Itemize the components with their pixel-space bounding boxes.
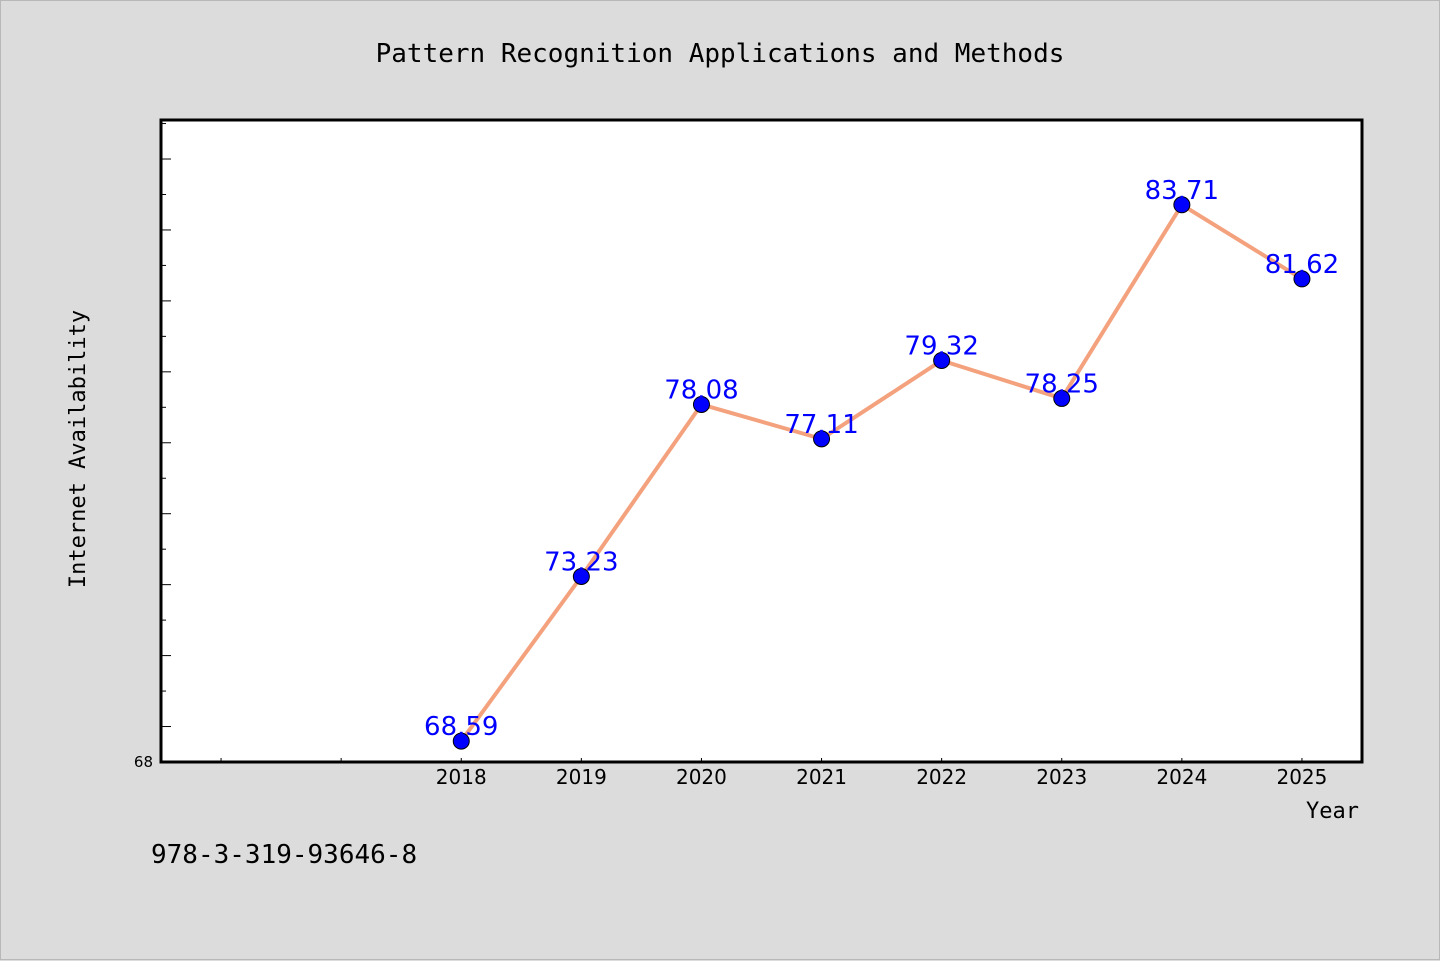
x-tick-label: 2023	[1036, 765, 1087, 789]
data-point	[452, 732, 470, 750]
x-tick-label: 2021	[796, 765, 847, 789]
chart-title: Pattern Recognition Applications and Met…	[376, 39, 1065, 69]
data-point	[1293, 270, 1311, 288]
data-point	[1053, 389, 1071, 407]
y-axis-ticks	[161, 123, 171, 728]
x-tick-label: 2022	[916, 765, 967, 789]
data-point	[692, 395, 710, 413]
data-point	[1173, 196, 1191, 214]
x-axis-label: Year	[1306, 799, 1359, 824]
data-labels: 68.59 73.23 78.08 77.11 79.32 78.25 83.71 81.62	[424, 176, 1339, 742]
x-axis-ticks	[220, 758, 1303, 762]
x-tick-label: 2018	[436, 765, 487, 789]
plot-area	[159, 118, 1364, 764]
y-axis-label: Internet Availability	[66, 310, 91, 588]
x-tick-label: 2025	[1276, 765, 1327, 789]
data-label: 77.11	[784, 410, 858, 440]
x-tick-label: 2024	[1156, 765, 1207, 789]
data-label: 78.25	[1025, 369, 1099, 399]
isbn-footnote: 978-3-319-93646-8	[151, 840, 417, 870]
data-label: 83.71	[1145, 176, 1219, 206]
data-point	[572, 567, 590, 585]
data-label: 68.59	[424, 712, 498, 742]
data-label: 73.23	[544, 547, 618, 577]
data-label: 79.32	[904, 331, 978, 361]
y-axis-min-label: 68	[134, 753, 153, 771]
x-tick-label: 2020	[676, 765, 727, 789]
data-label: 81.62	[1265, 250, 1339, 280]
x-tick-label: 2019	[556, 765, 607, 789]
data-point	[813, 430, 831, 448]
x-tick-labels: 2018 2019 2020 2021 2022 2023 2024 2025	[436, 765, 1328, 789]
data-label: 78.08	[664, 375, 738, 405]
series-line	[459, 202, 1304, 743]
data-points	[452, 196, 1311, 750]
data-point	[933, 351, 951, 369]
